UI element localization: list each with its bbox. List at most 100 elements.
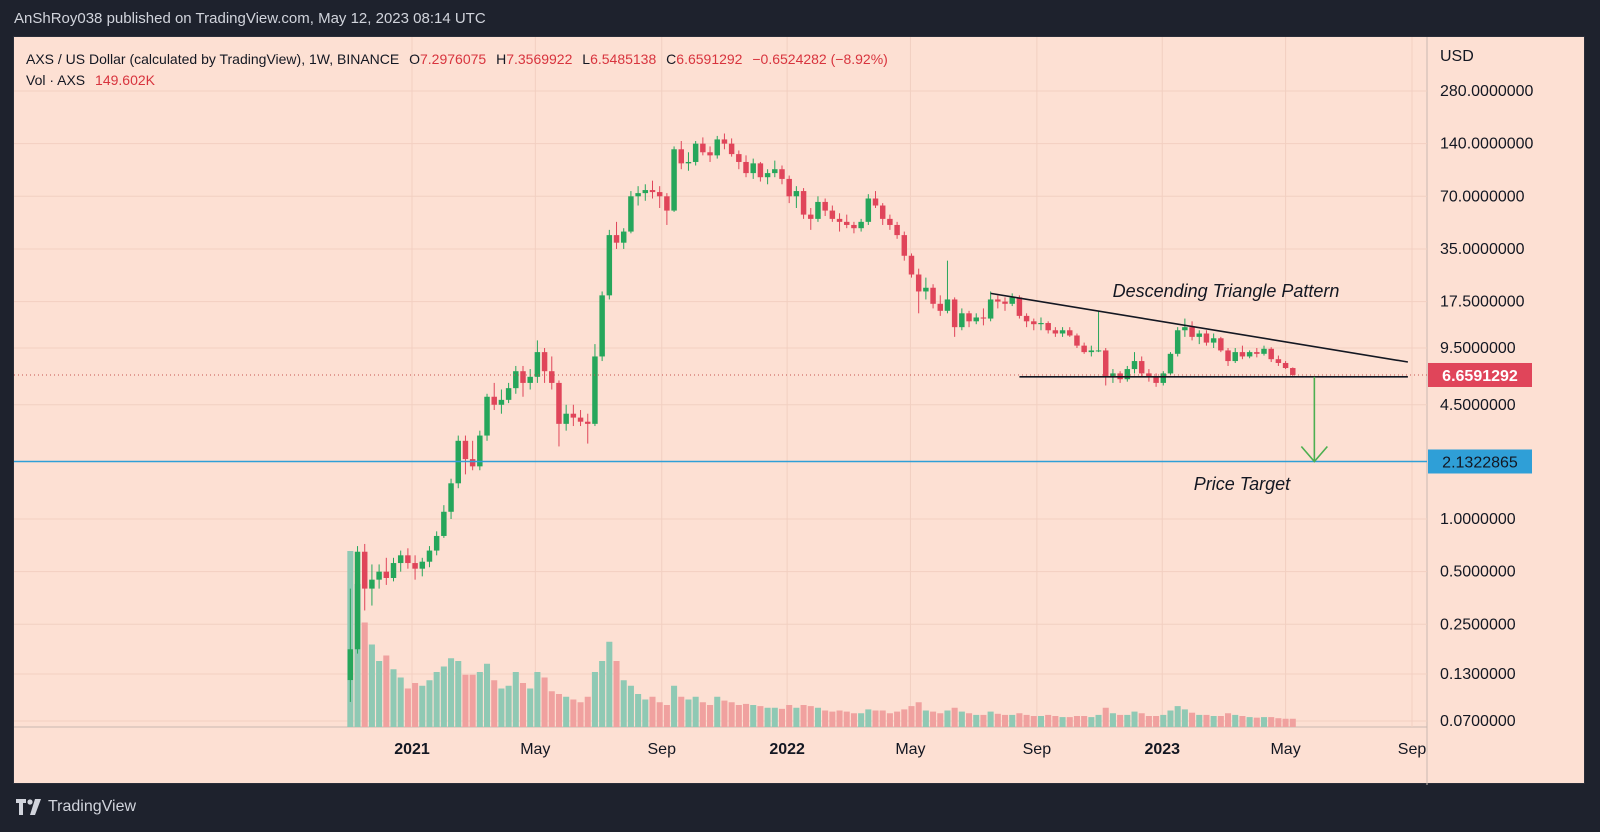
candle [1138,356,1145,377]
legend-volume-label: Vol · AXS [26,72,86,88]
candle-body [491,396,497,405]
candle-body [750,163,756,174]
candle-body [872,198,879,206]
candle-body [1081,345,1087,353]
volume-bar [1160,714,1167,727]
chart-frame: 280.0000000 140.0000000 70.0000000 35.00000… [13,36,1586,785]
candle-body [1203,333,1210,343]
volume-bar [649,696,656,727]
legend-high-label: H [496,51,507,67]
candle-body [685,161,692,164]
volume-bar [1203,714,1210,727]
candle-body [1102,350,1109,377]
volume-bar [1275,718,1282,727]
volume-bar [671,685,678,727]
volume-bar [771,707,778,727]
volume-bar [1009,714,1016,727]
candle [714,135,720,159]
candle-body [570,413,577,418]
candle [1045,321,1051,334]
candle-body [477,435,483,467]
legend-volume-row: Vol · AXS 149.602K [26,70,888,91]
candle [577,410,584,427]
volume-bar [908,706,915,727]
volume-bar [376,661,383,727]
candle-body [1110,373,1116,377]
legend-close: 6.6591292 [676,51,743,67]
candle [908,253,915,278]
candle-body [1196,333,1202,337]
price-tick-label: 9.5000000 [1440,340,1516,357]
volume-bar [433,672,440,727]
candle [620,228,627,249]
candle-body [1002,301,1008,304]
candle-body [721,139,728,144]
candle [844,214,850,229]
volume-bar [1181,709,1188,727]
price-tick-label: 140.0000000 [1440,136,1534,153]
candle [1074,333,1080,349]
tradingview-footer[interactable]: TradingView [16,798,136,816]
volume-bar [1030,716,1037,727]
candle [1196,330,1202,345]
candle [987,291,994,322]
candle-body [987,299,994,319]
candle [700,137,706,156]
candle-body [628,196,634,232]
candle-body [1067,330,1073,336]
volume-bar [440,666,447,727]
volume-bar [678,696,685,727]
candle-body [1174,330,1181,354]
candle-body [433,535,440,551]
candle [628,191,634,234]
volume-bar [1037,716,1045,727]
volume-bar [1066,717,1073,727]
candle-body [527,376,533,383]
volume-bar [1059,717,1066,727]
volume-bar [354,584,361,727]
legend-volume: 149.602K [95,72,155,88]
candle [1146,369,1152,382]
volume-bar [1131,711,1138,727]
candle [354,546,361,654]
volume-bar [1174,706,1181,727]
candle [872,191,879,209]
candle [1088,345,1095,357]
volume-bar [1117,714,1124,727]
candle [585,413,591,444]
volume-bar [1095,714,1102,727]
candle [606,229,613,300]
volume-bar [800,705,807,727]
volume-bar [498,688,505,727]
price-tick-label: 0.0700000 [1440,713,1516,730]
volume-bar [656,702,663,727]
candle [513,365,519,394]
candle-body [354,551,361,650]
candle-body [714,139,720,156]
candle-body [1282,362,1289,369]
volume-bar [757,706,764,727]
candle-body [1275,359,1282,363]
volume-bar [491,680,498,727]
price-target-badge [1428,449,1532,474]
volume-bar [1045,714,1052,727]
candle-body [923,287,929,292]
candle [1290,367,1296,377]
volume-bar [476,672,483,727]
price-target-badge-text: 2.1322865 [1442,454,1518,471]
volume-bar [548,691,555,727]
candle [1225,348,1231,366]
candle-body [800,191,807,215]
candle-body [585,421,591,424]
candle [750,158,756,179]
candle-body [397,555,404,564]
candle [549,356,555,390]
candle-body [908,255,915,275]
candle [1167,352,1174,375]
volume-bar [404,688,411,727]
candle [836,213,843,232]
candle [944,260,951,314]
price-chart[interactable]: 280.0000000 140.0000000 70.0000000 35.00000… [14,37,1586,785]
volume-bar [721,700,728,727]
volume-bars [347,551,1296,727]
